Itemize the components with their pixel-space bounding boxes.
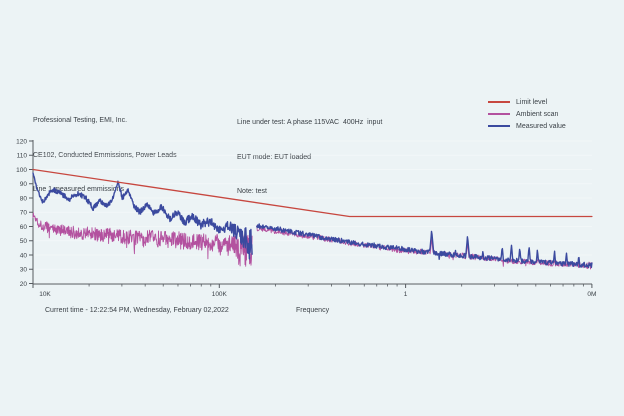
- y-tick-label: 90: [20, 181, 28, 188]
- report-subtitle: CE102, Conducted Emmissions, Power Leads: [33, 151, 177, 159]
- series-limit-level: [32, 168, 593, 218]
- y-tick-label: 60: [20, 224, 28, 231]
- y-tick-label: 70: [20, 210, 28, 217]
- report-header: Professional Testing, EMI, Inc. CE102, C…: [33, 92, 177, 219]
- measured-value-swatch-icon: [488, 124, 510, 128]
- limit-level-swatch-icon: [488, 101, 510, 103]
- y-tick-label: 100: [16, 167, 27, 174]
- test-info: Line under test: A phase 115VAC 400Hz in…: [237, 94, 382, 221]
- legend-label: Measured value: [516, 122, 566, 130]
- legend-label: Limit level: [516, 98, 548, 106]
- legend-item-measured-value: Measured value: [488, 120, 566, 132]
- series-ambient-scan: [32, 212, 253, 267]
- report-title: Professional Testing, EMI, Inc.: [33, 117, 128, 124]
- y-tick-label: 120: [16, 138, 27, 145]
- x-tick-label: 0M: [587, 291, 596, 298]
- y-tick-label: 40: [20, 252, 28, 259]
- y-tick-label: 20: [20, 281, 28, 288]
- eut-mode: EUT mode: EUT loaded: [237, 153, 312, 161]
- note: Note: test: [237, 188, 267, 195]
- x-tick-label: 100K: [212, 291, 228, 298]
- series-measured-value: [256, 223, 593, 269]
- y-tick-label: 30: [20, 267, 28, 274]
- y-tick-label: 50: [20, 238, 28, 245]
- legend-label: Ambient scan: [516, 110, 559, 118]
- x-tick-label: 1: [404, 291, 408, 298]
- x-tick-label: 10K: [39, 291, 51, 298]
- y-tick-label: 80: [20, 195, 28, 202]
- ambient-scan-swatch-icon: [488, 113, 510, 115]
- series-measured-value: [32, 172, 253, 260]
- current-time: Current time - 12:22:54 PM, Wednesday, F…: [45, 307, 229, 314]
- y-tick-label: 110: [17, 153, 28, 160]
- chart-legend: Limit level Ambient scan Measured value: [488, 96, 566, 132]
- legend-item-limit-level: Limit level: [488, 96, 566, 108]
- report-line-description: Line 1 measured emmissions: [33, 186, 125, 193]
- legend-item-ambient-scan: Ambient scan: [488, 108, 566, 120]
- line-under-test: Line under test: A phase 115VAC 400Hz in…: [237, 119, 383, 126]
- x-axis-title: Frequency: [296, 307, 330, 314]
